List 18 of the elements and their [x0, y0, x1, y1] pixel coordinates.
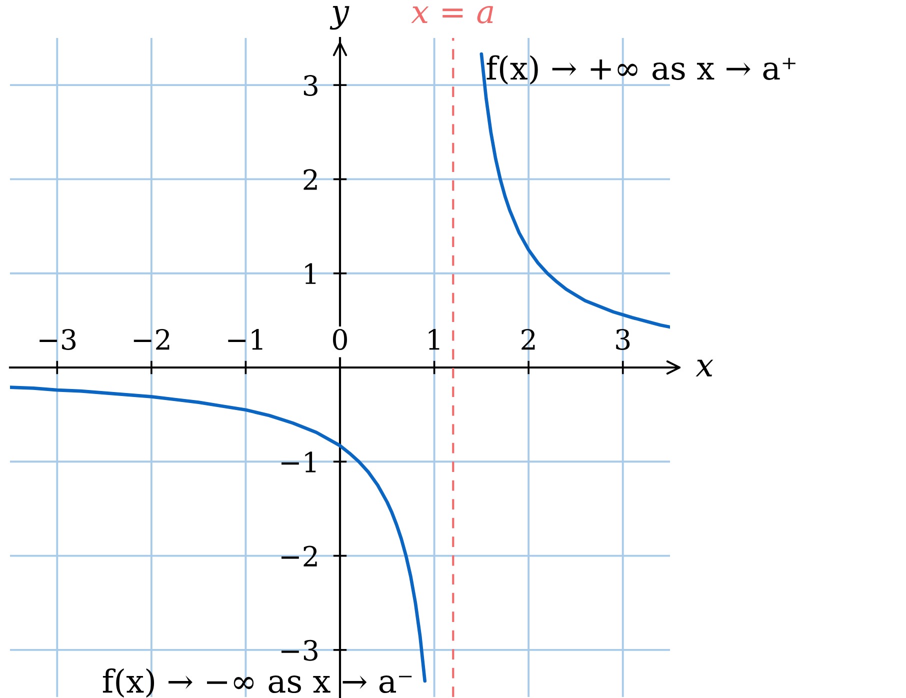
y-tick-label: 1	[305, 263, 316, 284]
x-tick-label: 3	[616, 328, 630, 350]
y-tick-label: −2	[282, 546, 317, 566]
y-tick-label: −1	[282, 452, 316, 472]
y-tick-label: 3	[304, 75, 318, 96]
x-tick-label: 1	[428, 328, 440, 350]
x-axis-title: x	[696, 360, 714, 376]
annotation: f(x) → −∞ as x → a⁻	[102, 668, 412, 698]
x-tick-label: −2	[134, 328, 170, 350]
annotation: f(x) → +∞ as x → a⁺	[486, 55, 796, 84]
y-axis-title: y	[330, 6, 350, 30]
y-tick-label: 2	[304, 169, 317, 190]
y-tick-label: −3	[282, 640, 318, 661]
x-tick-label: −1	[228, 328, 262, 350]
x-tick-label: 2	[522, 328, 535, 350]
x-tick-label: −3	[40, 328, 76, 350]
x-tick-label: 0	[332, 328, 347, 350]
ref-line-label: x = a	[411, 6, 494, 24]
